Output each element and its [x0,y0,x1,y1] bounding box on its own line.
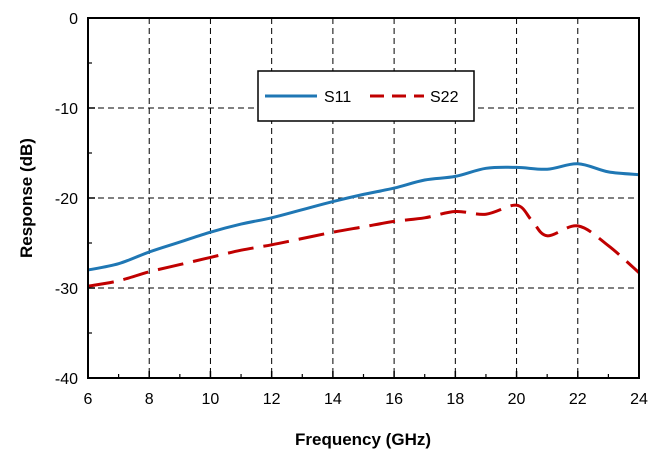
x-axis-title: Frequency (GHz) [295,430,431,449]
y-tick-label: 0 [69,11,78,28]
x-tick-label: 24 [630,391,648,408]
x-tick-label: 10 [202,391,220,408]
y-tick-label: -30 [55,281,78,298]
series-line-s22 [87,203,640,288]
y-tick-label: -10 [55,101,78,118]
y-tick-label: -40 [55,371,78,388]
x-tick-label: 6 [84,391,93,408]
x-tick-label: 20 [508,391,526,408]
legend-label-s22: S22 [430,89,459,106]
series-line-s11 [87,162,640,272]
x-tick-label: 18 [446,391,464,408]
x-tick-label: 14 [324,391,342,408]
tick-labels: 6 8 10 12 14 16 18 20 22 24 0 -10 -20 -30 -40 [55,11,648,408]
y-axis-title: Response (dB) [17,138,36,258]
x-tick-label: 8 [145,391,154,408]
legend: S11 S22 [257,70,475,122]
legend-label-s11: S11 [324,89,351,106]
y-tick-label: -20 [55,191,78,208]
series-layer [87,162,640,288]
plot-frame [87,17,640,379]
x-tick-label: 22 [569,391,587,408]
plot-border [87,17,640,379]
x-tick-label: 12 [263,391,281,408]
x-tick-label: 16 [385,391,403,408]
